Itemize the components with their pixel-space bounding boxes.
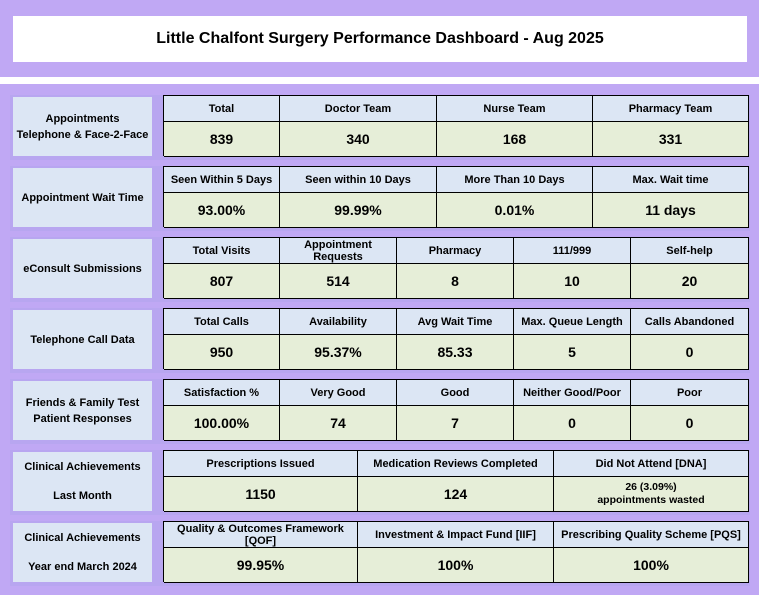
value-cell: 95.37% — [280, 335, 397, 370]
section-label: Clinical Achievements Last Month — [13, 452, 152, 511]
section-wait-time: Appointment Wait Time Seen Within 5 Days… — [10, 166, 750, 231]
value-cell: 99.95% — [164, 548, 358, 583]
section-friends-family: Friends & Family Test Patient Responses … — [10, 379, 750, 444]
label-line: eConsult Submissions — [23, 262, 142, 275]
value-cell: 99.99% — [280, 193, 437, 228]
column-header: Satisfaction % — [164, 380, 280, 406]
column-header: Did Not Attend [DNA] — [554, 451, 749, 477]
column-header: Availability — [280, 309, 397, 335]
dashboard-title: Little Chalfont Surgery Performance Dash… — [13, 16, 747, 62]
value-cell: 11 days — [593, 193, 749, 228]
telephone-table: Total Calls Availability Avg Wait Time M… — [163, 308, 749, 370]
column-header: Total Visits — [164, 238, 280, 264]
column-header: Prescribing Quality Scheme [PQS] — [554, 522, 749, 548]
column-header: 111/999 — [514, 238, 631, 264]
section-label: eConsult Submissions — [13, 239, 152, 298]
section-label: Telephone Call Data — [13, 310, 152, 369]
column-header: Total Calls — [164, 309, 280, 335]
value-cell: 124 — [358, 477, 554, 512]
value-cell: 7 — [397, 406, 514, 441]
value-cell: 8 — [397, 264, 514, 299]
section-clinical-year-end: Clinical Achievements Year end March 202… — [10, 521, 750, 586]
section-clinical-last-month: Clinical Achievements Last Month Prescri… — [10, 450, 750, 515]
value-cell: 85.33 — [397, 335, 514, 370]
section-label: Appointments Telephone & Face-2-Face — [13, 97, 152, 156]
title-band: Little Chalfont Surgery Performance Dash… — [0, 0, 759, 77]
column-header: Seen Within 5 Days — [164, 167, 280, 193]
label-line: Telephone & Face-2-Face — [16, 128, 149, 141]
value-cell: 20 — [631, 264, 749, 299]
section-econsult: eConsult Submissions Total Visits Appoin… — [10, 237, 750, 302]
value-cell: 10 — [514, 264, 631, 299]
friends-family-table: Satisfaction % Very Good Good Neither Go… — [163, 379, 749, 441]
section-appointments: Appointments Telephone & Face-2-Face Tot… — [10, 95, 750, 160]
dna-caption: appointments wasted — [597, 494, 705, 506]
column-header: Prescriptions Issued — [164, 451, 358, 477]
value-cell: 168 — [437, 122, 593, 157]
value-cell: 5 — [514, 335, 631, 370]
column-header: Seen within 10 Days — [280, 167, 437, 193]
value-cell: 100.00% — [164, 406, 280, 441]
value-cell: 807 — [164, 264, 280, 299]
section-telephone: Telephone Call Data Total Calls Availabi… — [10, 308, 750, 373]
section-label: Appointment Wait Time — [13, 168, 152, 227]
value-cell: 340 — [280, 122, 437, 157]
label-line: Clinical Achievements — [24, 532, 141, 544]
column-header: Total — [164, 96, 280, 122]
clinical-year-end-table: Quality & Outcomes Framework [QOF] Inves… — [163, 521, 749, 583]
dna-value-cell: 26 (3.09%) appointments wasted — [554, 477, 749, 512]
column-header: Neither Good/Poor — [514, 380, 631, 406]
column-header: Pharmacy — [397, 238, 514, 264]
column-header: Doctor Team — [280, 96, 437, 122]
label-line: Telephone Call Data — [30, 333, 135, 346]
column-header: Avg Wait Time — [397, 309, 514, 335]
value-cell: 0 — [514, 406, 631, 441]
dashboard-body: Appointments Telephone & Face-2-Face Tot… — [0, 84, 759, 595]
column-header: Poor — [631, 380, 749, 406]
column-header: Appointment Requests — [280, 238, 397, 264]
label-line: Friends & Family Test — [25, 396, 140, 409]
value-cell: 74 — [280, 406, 397, 441]
value-cell: 100% — [554, 548, 749, 583]
value-cell: 0.01% — [437, 193, 593, 228]
column-header: Calls Abandoned — [631, 309, 749, 335]
value-cell: 1150 — [164, 477, 358, 512]
column-header: Good — [397, 380, 514, 406]
label-line: Year end March 2024 — [28, 561, 137, 573]
label-line: Patient Responses — [33, 412, 132, 425]
wait-time-table: Seen Within 5 Days Seen within 10 Days M… — [163, 166, 749, 228]
section-label: Clinical Achievements Year end March 202… — [13, 523, 152, 582]
value-cell: 93.00% — [164, 193, 280, 228]
label-line: Last Month — [53, 490, 112, 502]
column-header: Quality & Outcomes Framework [QOF] — [164, 522, 358, 548]
column-header: Max. Wait time — [593, 167, 749, 193]
column-header: Medication Reviews Completed — [358, 451, 554, 477]
value-cell: 950 — [164, 335, 280, 370]
dna-count: 26 (3.09%) — [625, 481, 677, 493]
clinical-last-month-table: Prescriptions Issued Medication Reviews … — [163, 450, 749, 512]
column-header: Pharmacy Team — [593, 96, 749, 122]
appointments-table: Total Doctor Team Nurse Team Pharmacy Te… — [163, 95, 749, 157]
label-line: Appointments — [45, 112, 120, 125]
column-header: Very Good — [280, 380, 397, 406]
value-cell: 0 — [631, 335, 749, 370]
value-cell: 514 — [280, 264, 397, 299]
econsult-table: Total Visits Appointment Requests Pharma… — [163, 237, 749, 299]
value-cell: 100% — [358, 548, 554, 583]
column-header: Nurse Team — [437, 96, 593, 122]
section-label: Friends & Family Test Patient Responses — [13, 381, 152, 440]
value-cell: 839 — [164, 122, 280, 157]
column-header: Self-help — [631, 238, 749, 264]
column-header: Investment & Impact Fund [IIF] — [358, 522, 554, 548]
value-cell: 331 — [593, 122, 749, 157]
value-cell: 0 — [631, 406, 749, 441]
label-line: Clinical Achievements — [24, 461, 141, 473]
label-line: Appointment Wait Time — [21, 191, 144, 204]
column-header: Max. Queue Length — [514, 309, 631, 335]
column-header: More Than 10 Days — [437, 167, 593, 193]
